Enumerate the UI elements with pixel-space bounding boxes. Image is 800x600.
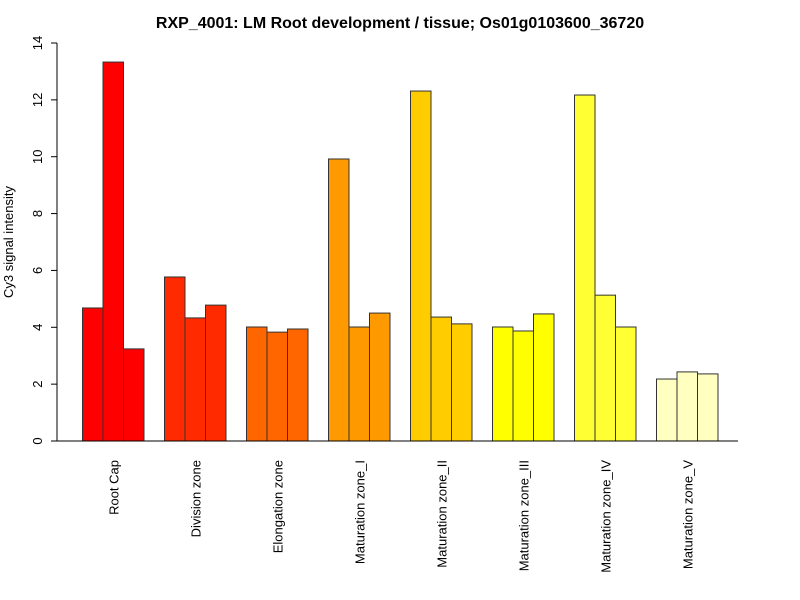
- x-tick-label: Maturation zone_III: [516, 460, 531, 571]
- y-tick-label: 14: [30, 36, 45, 50]
- bar: [369, 312, 391, 442]
- y-tick-label: 4: [30, 324, 45, 331]
- bar: [451, 323, 473, 442]
- bar: [574, 94, 596, 442]
- y-tick-label: 12: [30, 93, 45, 107]
- bar: [184, 317, 206, 442]
- y-axis: 0 2 4 6 8 10 12 14: [30, 36, 58, 445]
- x-tick-label: Maturation zone_II: [434, 460, 449, 568]
- y-tick-label: 6: [30, 267, 45, 274]
- x-tick-label: Root Cap: [106, 460, 121, 515]
- x-tick-label: Maturation zone_I: [352, 460, 367, 564]
- bar: [348, 326, 370, 442]
- bar: [656, 378, 678, 442]
- y-tick-label: 10: [30, 149, 45, 163]
- bar: [512, 330, 534, 442]
- y-tick-label: 2: [30, 381, 45, 388]
- bar: [164, 276, 186, 442]
- bars: [82, 61, 719, 442]
- bar: [430, 316, 452, 442]
- bar: [328, 158, 350, 442]
- bar: [82, 307, 104, 442]
- bar: [102, 61, 124, 442]
- y-tick-label: 8: [30, 210, 45, 217]
- bar: [266, 331, 288, 442]
- bar: [533, 313, 555, 442]
- bar: [615, 326, 637, 442]
- x-tick-labels: Root Cap Division zone Elongation zone Matu…: [106, 460, 695, 573]
- bar: [123, 348, 145, 442]
- y-tick-label: 0: [30, 437, 45, 444]
- y-axis-label: Cy3 signal intensity: [1, 186, 16, 298]
- x-tick-label: Maturation zone_V: [680, 460, 695, 569]
- x-tick-label: Division zone: [188, 460, 203, 537]
- bar: [676, 371, 698, 442]
- bar: [246, 326, 268, 442]
- bar: [287, 328, 309, 442]
- bar: [205, 304, 227, 442]
- bar: [492, 326, 514, 442]
- chart-title: RXP_4001: LM Root development / tissue; …: [156, 15, 644, 32]
- bar: [594, 294, 616, 442]
- x-tick-label: Maturation zone_IV: [598, 460, 613, 573]
- bar: [697, 373, 719, 442]
- bar: [410, 90, 432, 442]
- x-tick-label: Elongation zone: [270, 460, 285, 553]
